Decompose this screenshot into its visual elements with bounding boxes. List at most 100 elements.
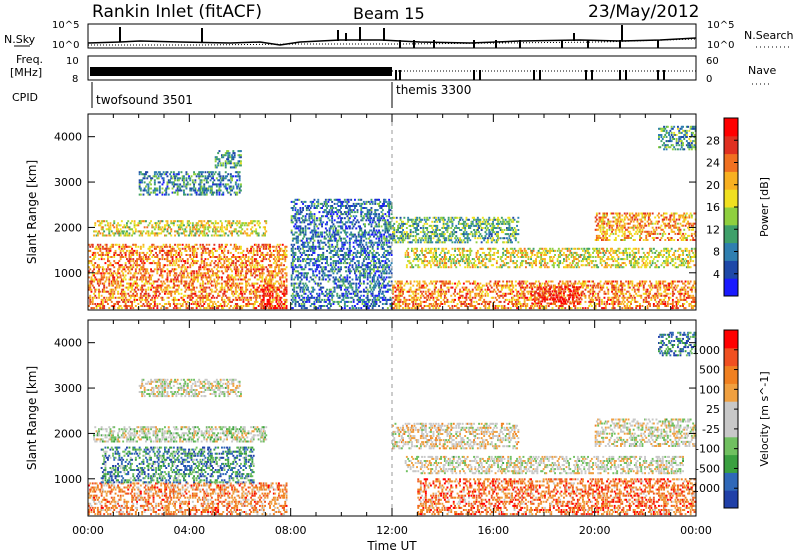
- scatter-region-8: [658, 331, 697, 357]
- scatter-region-2: [93, 220, 268, 237]
- scatter-region-5: [392, 422, 520, 450]
- nave-tick-top: 60: [706, 56, 719, 67]
- x-tick-label: 12:00: [376, 524, 408, 537]
- freq-unit: [MHz]: [10, 66, 42, 79]
- station-title: Rankin Inlet (fitACF): [92, 2, 262, 22]
- colorbar-tick-label: 100: [699, 383, 720, 396]
- scatter-region-3: [138, 171, 242, 196]
- colorbar-frame: [723, 329, 739, 509]
- scatter-region-7: [531, 286, 583, 305]
- colorbar-swatch: [724, 401, 738, 420]
- freq-trace-block: [90, 67, 392, 76]
- nsky-label: N.Sky: [4, 33, 36, 46]
- y-tick-label: 4000: [54, 131, 82, 144]
- power-panel: 1000 2000 3000 4000 Slant Range [km] 4 8 12 16 20…: [25, 113, 771, 311]
- x-axis-label: Time UT: [366, 539, 417, 553]
- y-tick-label: 1000: [54, 473, 82, 486]
- freq-tick-bottom: 8: [72, 74, 78, 85]
- colorbar-swatch: [724, 436, 738, 456]
- scatter-region-11: [658, 125, 697, 151]
- colorbar-tick-label: -25: [702, 423, 720, 436]
- freq-tick-top: 10: [66, 56, 79, 67]
- scatter-region-1: [260, 284, 288, 310]
- colorbar-tick-label: 16: [706, 201, 720, 214]
- scan-data: [88, 125, 697, 310]
- date-title: 23/May/2012: [588, 2, 700, 22]
- nsearch-tick-bottom: 10^0: [707, 40, 734, 51]
- nsky-tick-top: 10^5: [52, 20, 79, 31]
- cpid-mode-2: themis 3300: [396, 83, 471, 97]
- x-tick-label: 00:00: [680, 524, 712, 537]
- x-tick-label: 08:00: [275, 524, 307, 537]
- y-axis-label: Slant Range [km]: [25, 366, 39, 470]
- nsky-tick-bottom: 10^0: [52, 40, 79, 51]
- beam-title: Beam 15: [353, 4, 425, 23]
- colorbar-swatch: [724, 260, 738, 279]
- x-tick-label: 20:00: [579, 524, 611, 537]
- y-tick-label: 3000: [54, 176, 82, 189]
- colorbar-swatch: [724, 472, 738, 491]
- nsearch-tick-top: 10^5: [707, 20, 734, 31]
- scatter-region-0: [88, 243, 288, 310]
- colorbar-swatch: [724, 490, 738, 509]
- scatter-region-1: [100, 446, 255, 484]
- colorbar: 4 8 12 16 20 24 28 Power [dB]: [706, 117, 771, 297]
- colorbar-tick-label: 12: [706, 223, 720, 236]
- colorbar-swatch: [724, 419, 738, 438]
- colorbar-swatch: [724, 135, 738, 155]
- colorbar-tick-label: 25: [706, 403, 720, 416]
- scatter-region-6: [392, 280, 697, 310]
- colorbar-tick-label: -1000: [688, 482, 720, 495]
- colorbar-swatch: [724, 454, 738, 473]
- colorbar-label: Power [dB]: [758, 177, 771, 237]
- colorbar-swatch: [724, 171, 738, 190]
- scan-data: [88, 331, 697, 516]
- scatter-region-2: [93, 426, 268, 443]
- nsky-strip-frame: [87, 23, 697, 49]
- y-tick-label: 2000: [54, 427, 82, 440]
- freq-bars: [395, 70, 665, 80]
- colorbar-tick-label: 500: [699, 364, 720, 377]
- colorbar: 1000 500 100 25 -25 -100 -500 -1000 Velocity [m …: [688, 329, 771, 509]
- x-tick-label: 04:00: [173, 524, 205, 537]
- scatter-region-0: [88, 482, 288, 516]
- velocity-panel: 1000 2000 3000 4000 Slant Range [km] 00:00 04:…: [25, 319, 771, 537]
- nsearch-label: N.Search: [744, 29, 794, 42]
- y-tick-label: 2000: [54, 221, 82, 234]
- scatter-region-10: [594, 212, 697, 241]
- colorbar-label: Velocity [m s^-1]: [758, 371, 771, 466]
- scatter-region-4: [404, 455, 684, 475]
- colorbar-tick-label: 1000: [692, 344, 720, 357]
- colorbar-tick-label: -100: [695, 443, 720, 456]
- colorbar-tick-label: 24: [706, 157, 720, 170]
- y-tick-label: 4000: [54, 337, 82, 350]
- nsky-trace: [87, 37, 697, 46]
- nave-label: Nave: [748, 64, 776, 77]
- nsearch-bars: [399, 40, 659, 48]
- x-tick-label: 16:00: [477, 524, 509, 537]
- colorbar-swatch: [724, 365, 738, 384]
- x-tick-label: 00:00: [72, 524, 104, 537]
- scatter-region-3: [138, 378, 242, 398]
- colorbar-tick-label: 28: [706, 134, 720, 147]
- scatter-region-5: [290, 198, 393, 310]
- colorbar-swatch: [724, 383, 738, 402]
- colorbar-swatch: [724, 224, 738, 244]
- cpid-mode-1: twofsound 3501: [96, 93, 193, 107]
- scatter-region-4: [214, 150, 242, 169]
- colorbar-tick-label: 20: [706, 179, 720, 192]
- colorbar-swatch: [724, 347, 738, 367]
- scatter-region-8: [404, 247, 697, 269]
- nsky-spikes: [119, 25, 623, 42]
- colorbar-swatch: [724, 242, 738, 261]
- y-axis-label: Slant Range [km]: [25, 160, 39, 264]
- colorbar-swatch: [724, 189, 738, 208]
- scatter-region-6: [417, 478, 697, 516]
- colorbar-swatch: [724, 207, 738, 226]
- freq-label: Freq.: [16, 53, 43, 66]
- y-tick-label: 1000: [54, 267, 82, 280]
- colorbar-swatch: [724, 153, 738, 172]
- colorbar-tick-label: 4: [713, 268, 720, 281]
- colorbar-tick-label: 8: [713, 246, 720, 259]
